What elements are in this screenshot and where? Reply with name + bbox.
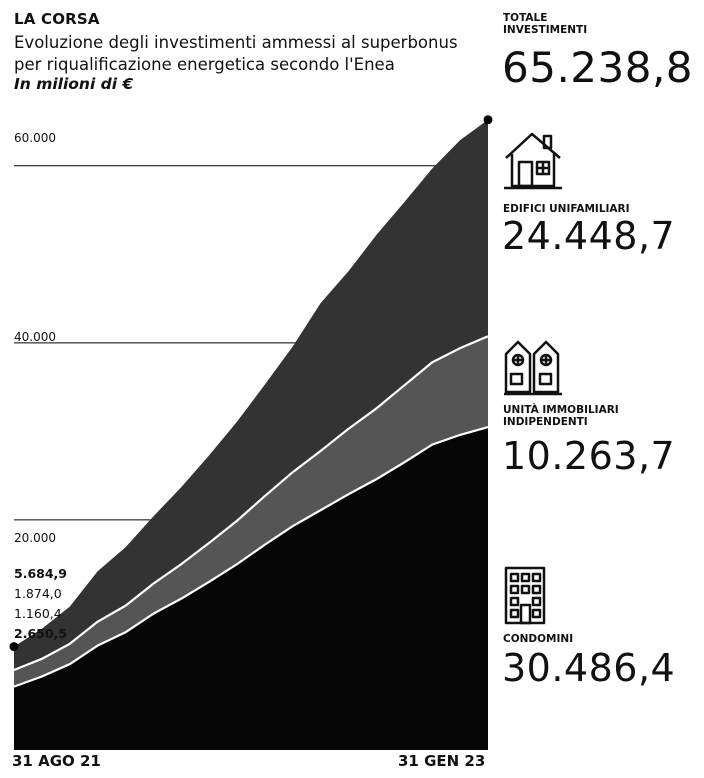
start-value-condomini: 1.160,4 <box>14 606 62 621</box>
area-unita-immobiliari <box>14 336 488 687</box>
category-label-edifici: EDIFICI UNIFAMILIARI <box>503 203 630 215</box>
apartment-building-icon <box>504 566 546 625</box>
start-value-total: 5.684,9 <box>14 566 67 581</box>
area-edifici-unifamiliari <box>14 119 488 671</box>
chart-title: Evoluzione degli investimenti ammessi al… <box>14 33 458 74</box>
start-point-marker <box>9 642 19 652</box>
area-condomini <box>14 427 488 750</box>
x-label-start: 31 AGO 21 <box>12 752 101 770</box>
boundary-line-condomini <box>13 425 489 688</box>
chart-unit: In milioni di € <box>14 75 134 93</box>
category-value-edifici: 24.448,7 <box>502 214 676 258</box>
stacked-areas <box>14 119 488 750</box>
chart-kicker: LA CORSA <box>14 10 100 28</box>
y-tick-label-20000: 20.000 <box>14 531 56 545</box>
endpoint-markers <box>9 115 493 652</box>
category-label-unita-line2: INDIPENDENTI <box>503 416 588 428</box>
category-label-unita-line1: UNITÀ IMMOBILIARI <box>503 404 619 416</box>
y-tick-label-40000: 40.000 <box>14 330 56 344</box>
x-label-end: 31 GEN 23 <box>398 752 486 770</box>
total-label-line1: TOTALE <box>503 12 548 24</box>
total-value: 65.238,8 <box>502 43 694 92</box>
total-label-line2: INVESTIMENTI <box>503 24 588 36</box>
y-tick-label-60000: 60.000 <box>14 131 56 145</box>
category-label-condomini: CONDOMINI <box>503 633 574 645</box>
category-value-condomini: 30.486,4 <box>502 646 676 690</box>
townhouse-icon <box>504 340 562 396</box>
category-value-unita: 10.263,7 <box>502 434 676 478</box>
start-value-unita: 1.874,0 <box>14 586 62 601</box>
start-value-edifici: 2.650,5 <box>14 626 67 641</box>
boundary-line-unita <box>13 335 489 672</box>
house-icon <box>504 132 562 190</box>
end-point-marker <box>483 115 493 125</box>
series-boundary-lines <box>13 335 489 688</box>
